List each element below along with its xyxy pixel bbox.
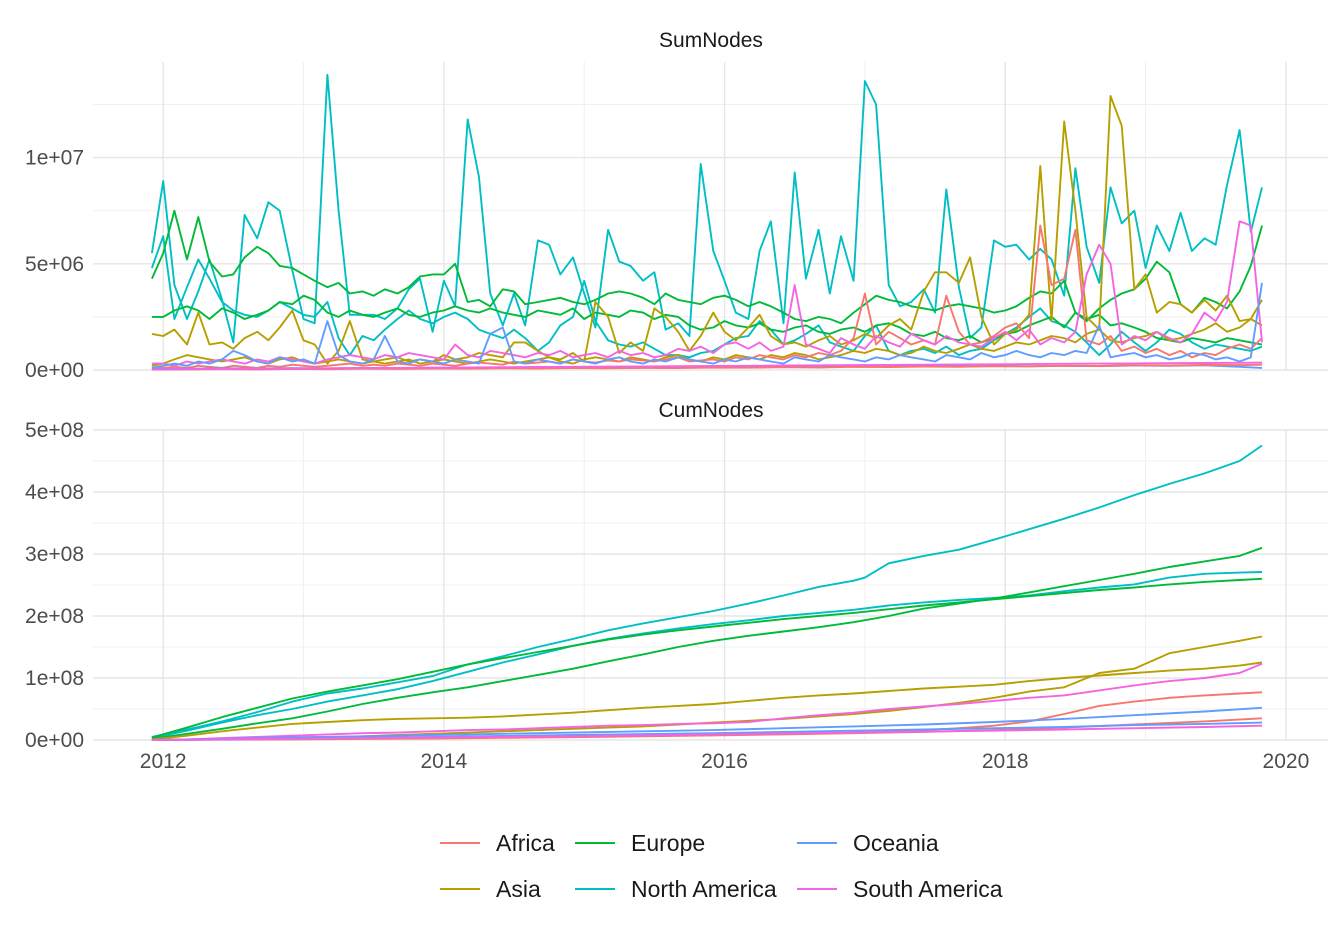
legend-item-south-america: South America [797,876,1003,902]
panel-sumnodes: SumNodes 0e+00 5e+06 1e+07 [25,29,1328,382]
y-tick-label: 0e+00 [25,359,84,382]
y-tick-label: 2e+08 [25,605,84,628]
series-line-north-america [151,235,1263,359]
panel-title-cumnodes: CumNodes [658,399,763,422]
panel-title-sumnodes: SumNodes [659,29,763,52]
y-tick-label: 1e+08 [25,667,84,690]
legend-item-oceania: Oceania [797,830,939,856]
series-line-europe [151,294,1263,346]
series-line-africa [151,224,1263,369]
y-tick-labels-cumnodes: 0e+00 1e+08 2e+08 3e+08 4e+08 5e+08 [25,419,84,752]
series-line-north-america [150,73,1263,344]
legend-label-africa: Africa [496,830,555,856]
legend-label-europe: Europe [631,830,705,856]
panel-grid-cumnodes [93,429,1328,741]
x-tick-label: 2014 [420,750,467,773]
x-tick-label: 2020 [1263,750,1310,773]
series-lines-cumnodes [151,444,1263,741]
panel-grid-sumnodes [93,62,1328,371]
series-line-europe [151,577,1263,739]
y-tick-label: 0e+00 [25,729,84,752]
legend-label-north-america: North America [631,876,777,902]
y-tick-labels-sumnodes: 0e+00 5e+06 1e+07 [25,147,84,382]
legend-label-asia: Asia [496,876,541,902]
legend-item-north-america: North America [575,876,777,902]
legend-item-africa: Africa [440,830,555,856]
series-line-north-america [151,444,1263,738]
y-tick-label: 3e+08 [25,543,84,566]
x-tick-label: 2012 [140,750,187,773]
series-line-south-america [151,724,1263,741]
series-line-europe [151,546,1263,740]
series-line-asia [151,95,1263,365]
x-tick-label: 2018 [982,750,1029,773]
series-lines-sumnodes [150,73,1263,371]
legend: Africa Asia Europe North America Oceania Sout… [440,830,1003,902]
legend-item-europe: Europe [575,830,705,856]
series-line-south-america [151,361,1263,371]
series-line-asia [151,661,1263,741]
y-tick-label: 5e+08 [25,419,84,442]
panel-cumnodes: CumNodes 0e+00 1e+08 2e+08 3e+08 4e+08 5e+08 [25,399,1328,752]
y-tick-label: 5e+06 [25,253,84,276]
legend-label-oceania: Oceania [853,830,939,856]
series-line-asia [151,635,1263,741]
y-tick-label: 4e+08 [25,481,84,504]
y-tick-label: 1e+07 [25,147,84,170]
series-line-south-america [151,662,1263,741]
series-line-oceania [151,706,1263,741]
series-line-oceania [151,282,1263,369]
x-tick-labels: 2012 2014 2016 2018 2020 [140,750,1309,773]
x-tick-label: 2016 [701,750,748,773]
legend-item-asia: Asia [440,876,541,902]
legend-label-south-america: South America [853,876,1003,902]
series-line-north-america [151,571,1263,740]
series-line-south-america [151,220,1263,367]
